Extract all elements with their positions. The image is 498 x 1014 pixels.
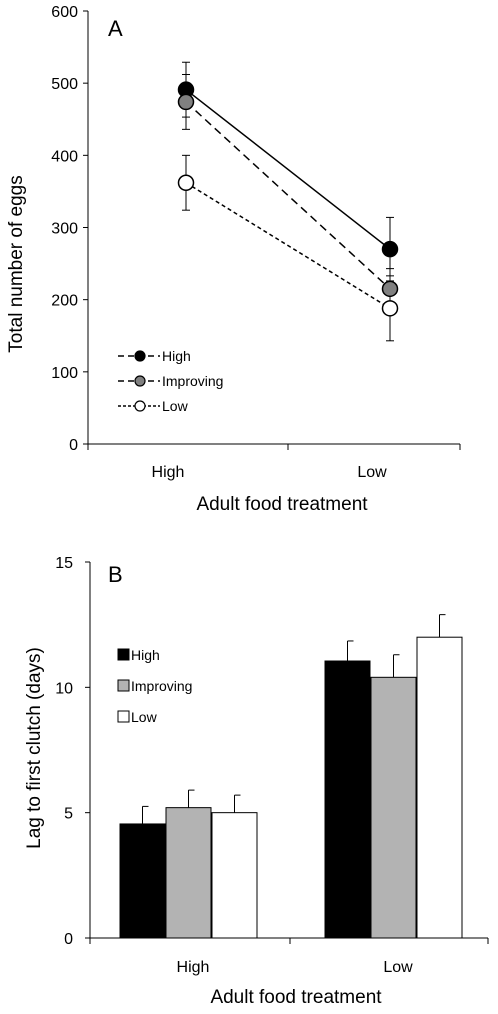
y-tick-label: 500 — [51, 76, 78, 93]
y-tick-label: 100 — [51, 365, 78, 382]
bar — [416, 636, 463, 939]
panel-a-label: A — [108, 16, 123, 41]
legend-label: Improving — [131, 678, 192, 694]
bar — [324, 660, 371, 939]
data-point — [381, 240, 399, 258]
bar — [119, 823, 166, 939]
y-tick-label: 0 — [69, 437, 78, 454]
panel-b-plot: 0 5 10 15 High Low High Improving Low — [55, 555, 489, 976]
legend-label: Low — [162, 398, 189, 414]
series-line — [185, 89, 391, 250]
x-tick-label: High — [152, 464, 185, 481]
series-line — [185, 101, 391, 290]
data-point — [381, 280, 399, 298]
y-tick-label: 15 — [55, 555, 73, 572]
y-tick-label: 600 — [51, 4, 78, 21]
y-tick-label: 400 — [51, 148, 78, 165]
bar — [370, 676, 417, 939]
y-tick-label: 10 — [55, 680, 73, 697]
legend-swatch — [117, 679, 130, 692]
panel-a-xlabel: Adult food treatment — [196, 494, 368, 515]
x-tick-label: High — [177, 959, 210, 976]
panel-a-ylabel: Total number of eggs — [6, 175, 27, 352]
legend-label: High — [131, 647, 160, 663]
panel-b-xlabel: Adult food treatment — [210, 987, 382, 1008]
x-tick-label: Low — [357, 464, 387, 481]
panel-a-plot: 0 100 200 300 400 500 600 High Low High Improving L… — [51, 4, 461, 481]
legend-label: Low — [131, 709, 158, 725]
legend-label: Improving — [162, 373, 223, 389]
legend-marker — [134, 350, 146, 362]
y-tick-label: 300 — [51, 221, 78, 238]
legend-marker — [134, 400, 146, 412]
panel-b-label: B — [108, 562, 123, 587]
y-tick-label: 200 — [51, 293, 78, 310]
data-point — [177, 93, 195, 111]
panel-b-ylabel: Lag to first clutch (days) — [24, 647, 45, 849]
legend-marker — [134, 375, 146, 387]
data-point — [381, 300, 399, 317]
legend-swatch — [117, 710, 130, 723]
legend-label: High — [162, 348, 191, 364]
y-tick-label: 0 — [64, 931, 73, 948]
legend-swatch — [117, 648, 130, 661]
bar — [165, 807, 212, 939]
y-tick-label: 5 — [64, 806, 73, 823]
x-tick-label: Low — [383, 959, 413, 976]
bar — [211, 812, 258, 939]
series-line — [185, 182, 391, 309]
data-point — [177, 174, 195, 192]
